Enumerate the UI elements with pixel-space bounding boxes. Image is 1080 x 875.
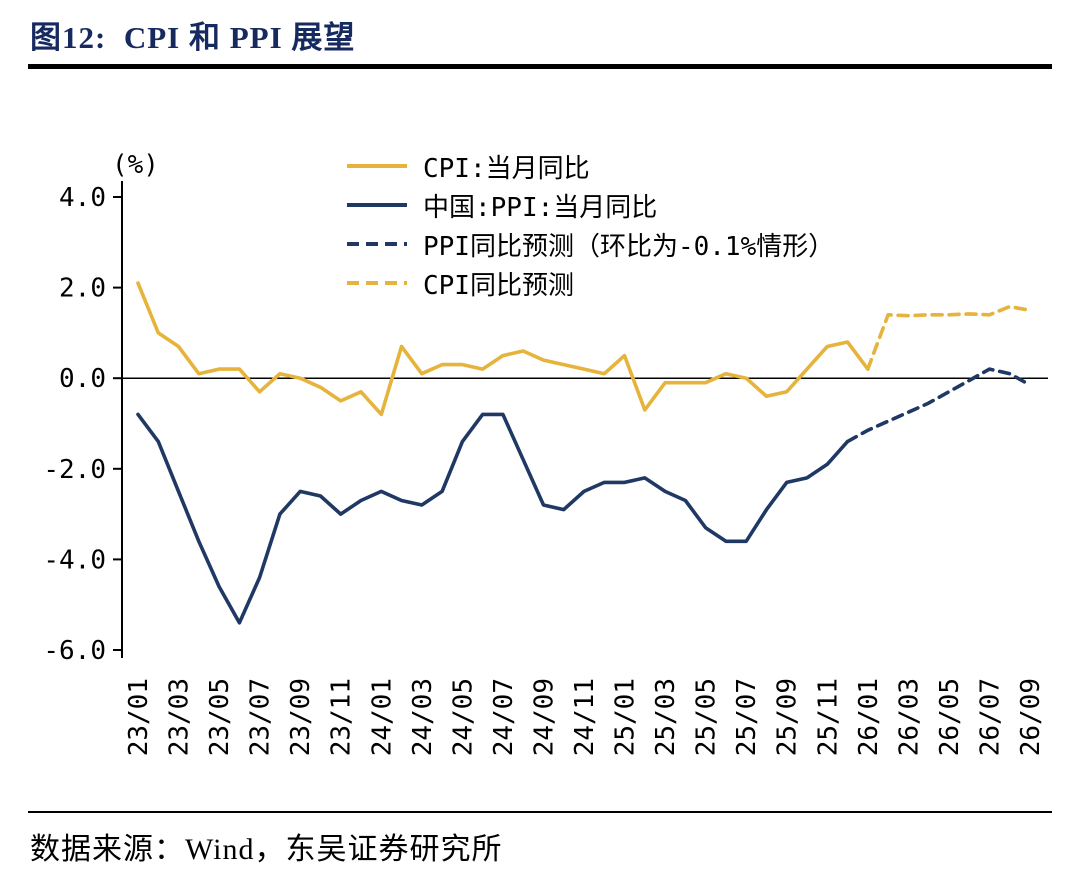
legend-label-ppi-actual: 中国:PPI:当月同比: [423, 192, 658, 223]
footer-divider: [28, 811, 1052, 813]
x-tick-label: 25/09: [773, 678, 803, 756]
legend-item-cpi-actual: CPI:当月同比: [345, 149, 834, 184]
x-tick-label: 26/05: [935, 678, 965, 756]
legend-label-cpi-forecast: CPI同比预测: [423, 270, 574, 301]
title-divider: [28, 64, 1052, 69]
x-tick-label: 24/01: [367, 678, 397, 756]
chart-legend: CPI:当月同比中国:PPI:当月同比 PPI同比预测（环比为-0.1%情形） CP…: [345, 149, 835, 301]
y-tick-label: 4.0: [59, 183, 106, 213]
y-tick-label: -4.0: [43, 545, 106, 575]
series-line-ppi-actual: [136, 412, 850, 625]
x-tick-label: 24/11: [570, 678, 600, 756]
legend-item-cpi-forecast: CPI同比预测: [345, 266, 834, 301]
legend-item-ppi-forecast: PPI同比预测（环比为-0.1%情形）: [345, 227, 835, 262]
x-tick-label: 23/07: [246, 678, 276, 756]
legend-swatch-cpi-forecast: [347, 281, 407, 285]
series-line-cpi-forecast: [866, 304, 1032, 371]
legend-label-cpi-actual: CPI:当月同比: [423, 153, 590, 184]
x-tick-label: 23/09: [286, 678, 316, 756]
x-tick-label: 25/05: [692, 678, 722, 756]
y-axis-unit-label: (%): [112, 150, 159, 180]
x-tick-label: 26/07: [975, 678, 1005, 756]
x-tick-label: 25/01: [611, 678, 641, 756]
x-tick-label: 26/09: [1016, 678, 1046, 756]
series-line-cpi-actual: [136, 281, 870, 417]
x-tick-label: 24/07: [489, 678, 519, 756]
series-line-ppi-forecast: [845, 367, 1032, 444]
x-tick-label: 23/05: [205, 678, 235, 756]
data-source: 数据来源：Wind，东吴证券研究所: [30, 833, 503, 866]
y-tick-label: -2.0: [43, 455, 106, 485]
legend-label-ppi-forecast: PPI同比预测（环比为-0.1%情形）: [423, 231, 835, 262]
x-tick-label: 26/03: [894, 678, 924, 756]
x-tick-label: 23/01: [124, 678, 154, 756]
x-tick-label: 23/03: [165, 678, 195, 756]
legend-swatch-cpi-actual: [347, 164, 407, 168]
legend-swatch-ppi-forecast: [347, 242, 407, 246]
x-tick-label: 25/03: [651, 678, 681, 756]
y-tick-label: 0.0: [59, 364, 106, 394]
x-tick-label: 24/09: [529, 678, 559, 756]
y-tick-label: 2.0: [59, 274, 106, 304]
legend-item-ppi-actual: 中国:PPI:当月同比: [345, 188, 834, 223]
x-tick-label: 26/01: [854, 678, 884, 756]
y-tick-label: -6.0: [43, 636, 106, 666]
x-tick-label: 25/07: [732, 678, 762, 756]
figure-title: 图12: CPI 和 PPI 展望: [30, 20, 356, 55]
x-tick-label: 24/03: [408, 678, 438, 756]
x-tick-label: 25/11: [813, 678, 843, 756]
x-tick-label: 23/11: [327, 678, 357, 756]
x-tick-label: 24/05: [448, 678, 478, 756]
legend-swatch-ppi-actual: [347, 203, 407, 207]
